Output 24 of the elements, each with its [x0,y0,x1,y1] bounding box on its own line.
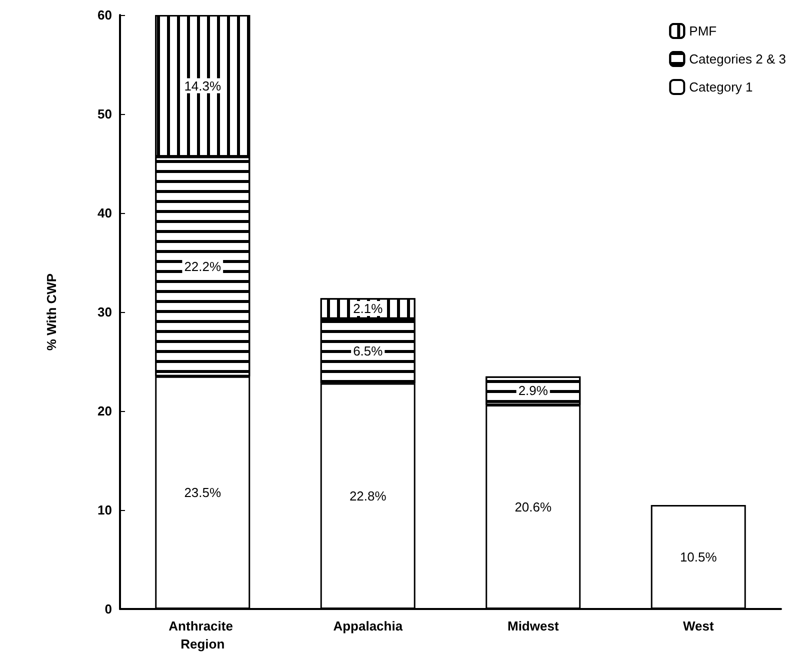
legend-label: Category 1 [689,80,753,94]
y-tick-label: 30 [98,304,112,320]
y-tick-label: 40 [98,206,112,220]
y-tick-label: 60 [98,8,112,22]
data-label: 23.5% [184,485,222,500]
y-axis-title: % With CWP [44,273,59,351]
legend-label: PMF [689,24,717,38]
data-label: 22.2% [184,258,222,274]
data-label: 10.5% [680,550,718,565]
legend-label: Categories 2 & 3 [689,52,786,66]
x-tick-label: West [682,618,714,634]
x-tick-label: Appalachia [333,618,404,634]
y-tick-label: 0 [104,602,112,616]
y-tick-label: 10 [98,502,112,518]
x-tick-label: Anthracite Region [168,618,237,652]
x-tick-label: Midwest [507,618,560,634]
y-tick-label: 50 [98,106,112,122]
data-label: 14.3% [184,78,222,94]
data-label: 20.6% [514,500,552,515]
data-label: 2.9% [518,383,548,398]
data-label: 22.8% [349,488,387,504]
y-tick-label: 20 [98,404,112,418]
data-label: 6.5% [353,344,384,359]
data-label: 2.1% [353,301,384,316]
